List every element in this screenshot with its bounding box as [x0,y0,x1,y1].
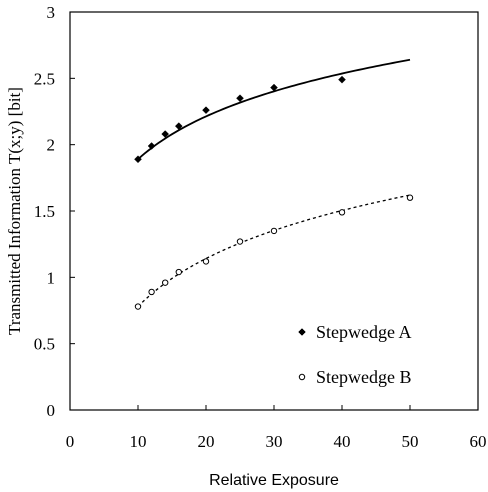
legend: Stepwedge A Stepwedge B [298,322,411,387]
point-stepwedge-b [338,209,346,216]
x-tick-label: 60 [470,432,487,451]
point-stepwedge-a [338,75,346,84]
legend-diamond-icon [298,328,306,336]
y-tick-label: 3 [47,3,56,22]
x-tick-label: 50 [402,432,419,451]
point-stepwedge-b [148,288,155,296]
y-tick-label: 1.5 [34,202,55,221]
point-stepwedge-b [202,258,210,265]
y-axis-title: Transmitted Information T(x;y) [bit] [5,87,24,335]
point-stepwedge-b [270,227,278,235]
y-tick-label: 2.5 [34,69,55,88]
point-stepwedge-b [406,194,414,201]
point-stepwedge-b [134,303,142,310]
point-stepwedge-a [147,142,156,150]
point-stepwedge-a [202,106,210,115]
x-axis-title: Relative Exposure [209,472,339,489]
data-points [134,75,414,310]
legend-marker-stepwedge-b [298,373,306,381]
point-stepwedge-a [270,83,278,92]
x-tick-label: 0 [66,432,75,451]
x-ticks: 0 10 20 30 40 50 60 [66,405,487,451]
fit-line-stepwedge-a [137,58,411,160]
legend-circle-icon [298,373,306,381]
y-ticks: 0 0.5 1 1.5 2 2.5 3 [34,3,75,420]
x-tick-label: 10 [130,432,147,451]
y-tick-label: 0.5 [34,335,55,354]
x-tick-label: 40 [334,432,351,451]
plot-area [69,11,479,411]
point-stepwedge-a [161,130,170,138]
y-tick-label: 1 [47,268,56,287]
point-stepwedge-a [174,122,183,130]
y-tick-label: 2 [47,136,56,155]
y-tick-label: 0 [47,401,56,420]
point-stepwedge-b [236,238,244,245]
point-stepwedge-b [162,279,169,286]
point-stepwedge-b [175,268,183,276]
fit-line-stepwedge-b [137,194,411,307]
legend-marker-stepwedge-a [298,328,306,336]
x-tick-label: 20 [198,432,215,451]
x-tick-label: 30 [266,432,283,451]
point-stepwedge-a [134,155,142,164]
legend-label-stepwedge-b: Stepwedge B [316,367,411,387]
legend-label-stepwedge-a: Stepwedge A [316,322,411,342]
point-stepwedge-a [236,94,244,103]
